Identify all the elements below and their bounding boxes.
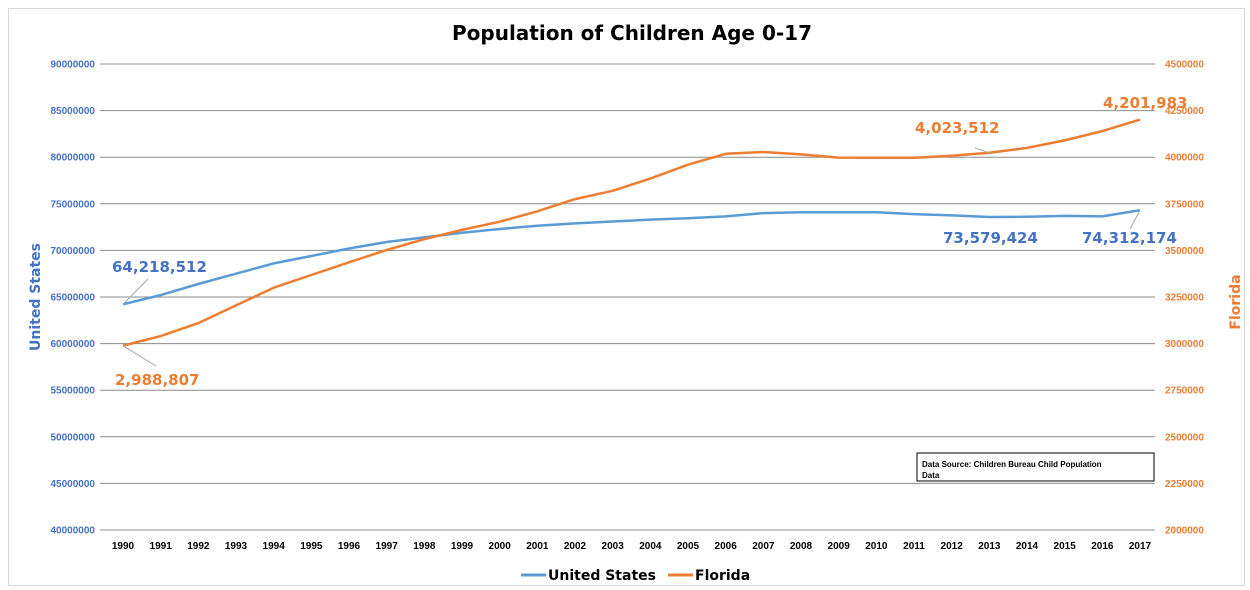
x-tick-label: 2016 (1091, 541, 1114, 552)
x-tick-label: 1992 (187, 541, 210, 552)
legend: United States Florida (521, 568, 750, 584)
x-tick-label: 1993 (225, 541, 248, 552)
series-lines (122, 118, 1141, 347)
y-right-tick-label: 4250000 (1165, 106, 1204, 117)
annotation-leader-line (122, 278, 149, 305)
y-right-tick-label: 2250000 (1165, 479, 1204, 490)
y-left-tick-label: 40000000 (51, 526, 96, 537)
x-tick-label: 1997 (376, 541, 399, 552)
y-right-tick-label: 3250000 (1165, 293, 1204, 304)
data-label: 73,579,424 (943, 229, 1038, 247)
x-axis-ticks: 1990 1991 1992 1993 1994 1995 1996 1997 1998 1999… (112, 541, 1152, 552)
series-line-florida (122, 118, 1141, 347)
x-tick-label: 1999 (451, 541, 474, 552)
legend-label: United States (548, 568, 656, 584)
x-tick-label: 2000 (489, 541, 512, 552)
x-tick-label: 2008 (790, 541, 813, 552)
data-label: 64,218,512 (112, 258, 207, 276)
x-tick-label: 2001 (526, 541, 549, 552)
y-left-tick-label: 85000000 (51, 106, 96, 117)
data-source-line-1: Data Source: Children Bureau Child Popul… (922, 460, 1102, 469)
series-line-united-states (122, 208, 1141, 306)
x-tick-label: 1996 (338, 541, 361, 552)
x-tick-label: 1995 (300, 541, 323, 552)
x-tick-label: 2010 (865, 541, 888, 552)
x-tick-label: 2015 (1054, 541, 1077, 552)
data-source-line-2: Data (922, 471, 940, 480)
y-right-tick-label: 2500000 (1165, 432, 1204, 443)
y-left-tick-label: 80000000 (51, 153, 96, 164)
left-axis-title: United States (28, 243, 44, 351)
x-tick-label: 2011 (903, 541, 925, 552)
x-tick-label: 2006 (715, 541, 738, 552)
legend-label: Florida (695, 568, 750, 584)
x-tick-label: 1998 (413, 541, 436, 552)
data-label: 74,312,174 (1082, 229, 1177, 247)
annotation-leader-line (974, 147, 990, 154)
y-right-tick-label: 4500000 (1165, 60, 1204, 71)
x-tick-label: 1991 (150, 541, 173, 552)
x-tick-label: 1990 (112, 541, 135, 552)
x-tick-label: 2002 (564, 541, 587, 552)
data-label: 4,201,983 (1103, 94, 1187, 112)
y-left-tick-label: 45000000 (51, 479, 96, 490)
data-label: 2,988,807 (115, 371, 199, 389)
x-tick-label: 2004 (639, 541, 662, 552)
y-right-tick-label: 3000000 (1165, 339, 1204, 350)
x-tick-label: 2009 (828, 541, 851, 552)
annotation-leader-line (1129, 209, 1141, 230)
right-axis-title: Florida (1228, 274, 1244, 329)
y-left-tick-label: 60000000 (51, 339, 96, 350)
y-left-tick-label: 55000000 (51, 386, 96, 397)
x-tick-label: 2017 (1129, 541, 1152, 552)
x-tick-label: 2005 (677, 541, 700, 552)
x-tick-label: 2007 (752, 541, 775, 552)
x-tick-label: 2014 (1016, 541, 1039, 552)
chart-frame (8, 8, 1245, 586)
y-right-tick-label: 2000000 (1165, 526, 1204, 537)
y-right-tick-label: 3750000 (1165, 199, 1204, 210)
x-tick-label: 2012 (941, 541, 964, 552)
y-right-tick-label: 4000000 (1165, 153, 1204, 164)
y-left-tick-label: 70000000 (51, 246, 96, 257)
x-tick-label: 1994 (263, 541, 286, 552)
data-label: 4,023,512 (915, 119, 999, 137)
data-annotations: 64,218,512 73,579,424 74,312,174 2,988,807 4… (112, 94, 1187, 389)
annotation-leader-line (122, 345, 157, 367)
y-left-tick-label: 50000000 (51, 432, 96, 443)
x-tick-label: 2003 (602, 541, 625, 552)
y-left-tick-label: 90000000 (51, 60, 96, 71)
x-tick-label: 2013 (978, 541, 1001, 552)
y-left-tick-label: 75000000 (51, 199, 96, 210)
chart-title: Population of Children Age 0-17 (452, 21, 812, 45)
right-axis-ticks: 2000000 2250000 2500000 2750000 3000000 32500… (1165, 60, 1204, 537)
gridlines (100, 63, 1155, 531)
left-axis-ticks: 40000000 45000000 50000000 55000000 60000000… (51, 60, 96, 537)
data-source-note: Data Source: Children Bureau Child Popul… (916, 452, 1155, 482)
y-left-tick-label: 65000000 (51, 293, 96, 304)
y-right-tick-label: 2750000 (1165, 386, 1204, 397)
y-right-tick-label: 3500000 (1165, 246, 1204, 257)
